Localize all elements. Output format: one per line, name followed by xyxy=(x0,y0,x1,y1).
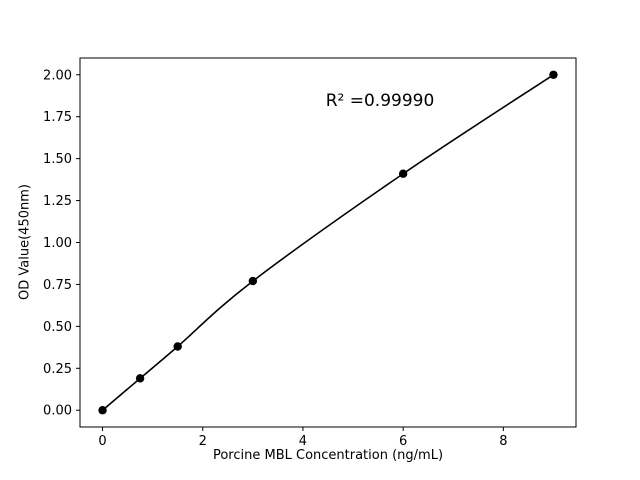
y-tick-label: 1.50 xyxy=(43,152,72,167)
data-point-marker xyxy=(173,342,182,351)
x-tick-label: 8 xyxy=(499,434,507,449)
x-axis-label: Porcine MBL Concentration (ng/mL) xyxy=(212,448,444,463)
y-tick-label: 0.50 xyxy=(43,320,72,335)
data-point-marker xyxy=(135,374,145,383)
data-point-marker xyxy=(398,169,408,178)
data-point-marker xyxy=(549,70,558,79)
y-tick-label: 0.00 xyxy=(43,404,72,419)
y-axis-label: OD Value(450nm) xyxy=(17,184,33,300)
x-tick-label: 6 xyxy=(399,434,407,449)
y-tick-label: 0.25 xyxy=(43,362,72,377)
y-tick-label: 2.00 xyxy=(43,68,72,83)
plot-border xyxy=(79,57,577,428)
y-tick-label: 0.75 xyxy=(43,278,72,293)
r-squared-annotation: R² =0.99990 xyxy=(325,91,435,111)
x-tick-label: 0 xyxy=(98,434,106,449)
data-point-marker xyxy=(248,276,258,286)
y-tick-label: 1.00 xyxy=(43,236,72,251)
y-tick-label: 1.25 xyxy=(43,194,72,209)
data-point-marker xyxy=(98,406,107,415)
x-tick-label: 4 xyxy=(299,434,307,449)
x-tick-label: 2 xyxy=(199,434,207,449)
y-tick-label: 1.75 xyxy=(43,110,72,125)
